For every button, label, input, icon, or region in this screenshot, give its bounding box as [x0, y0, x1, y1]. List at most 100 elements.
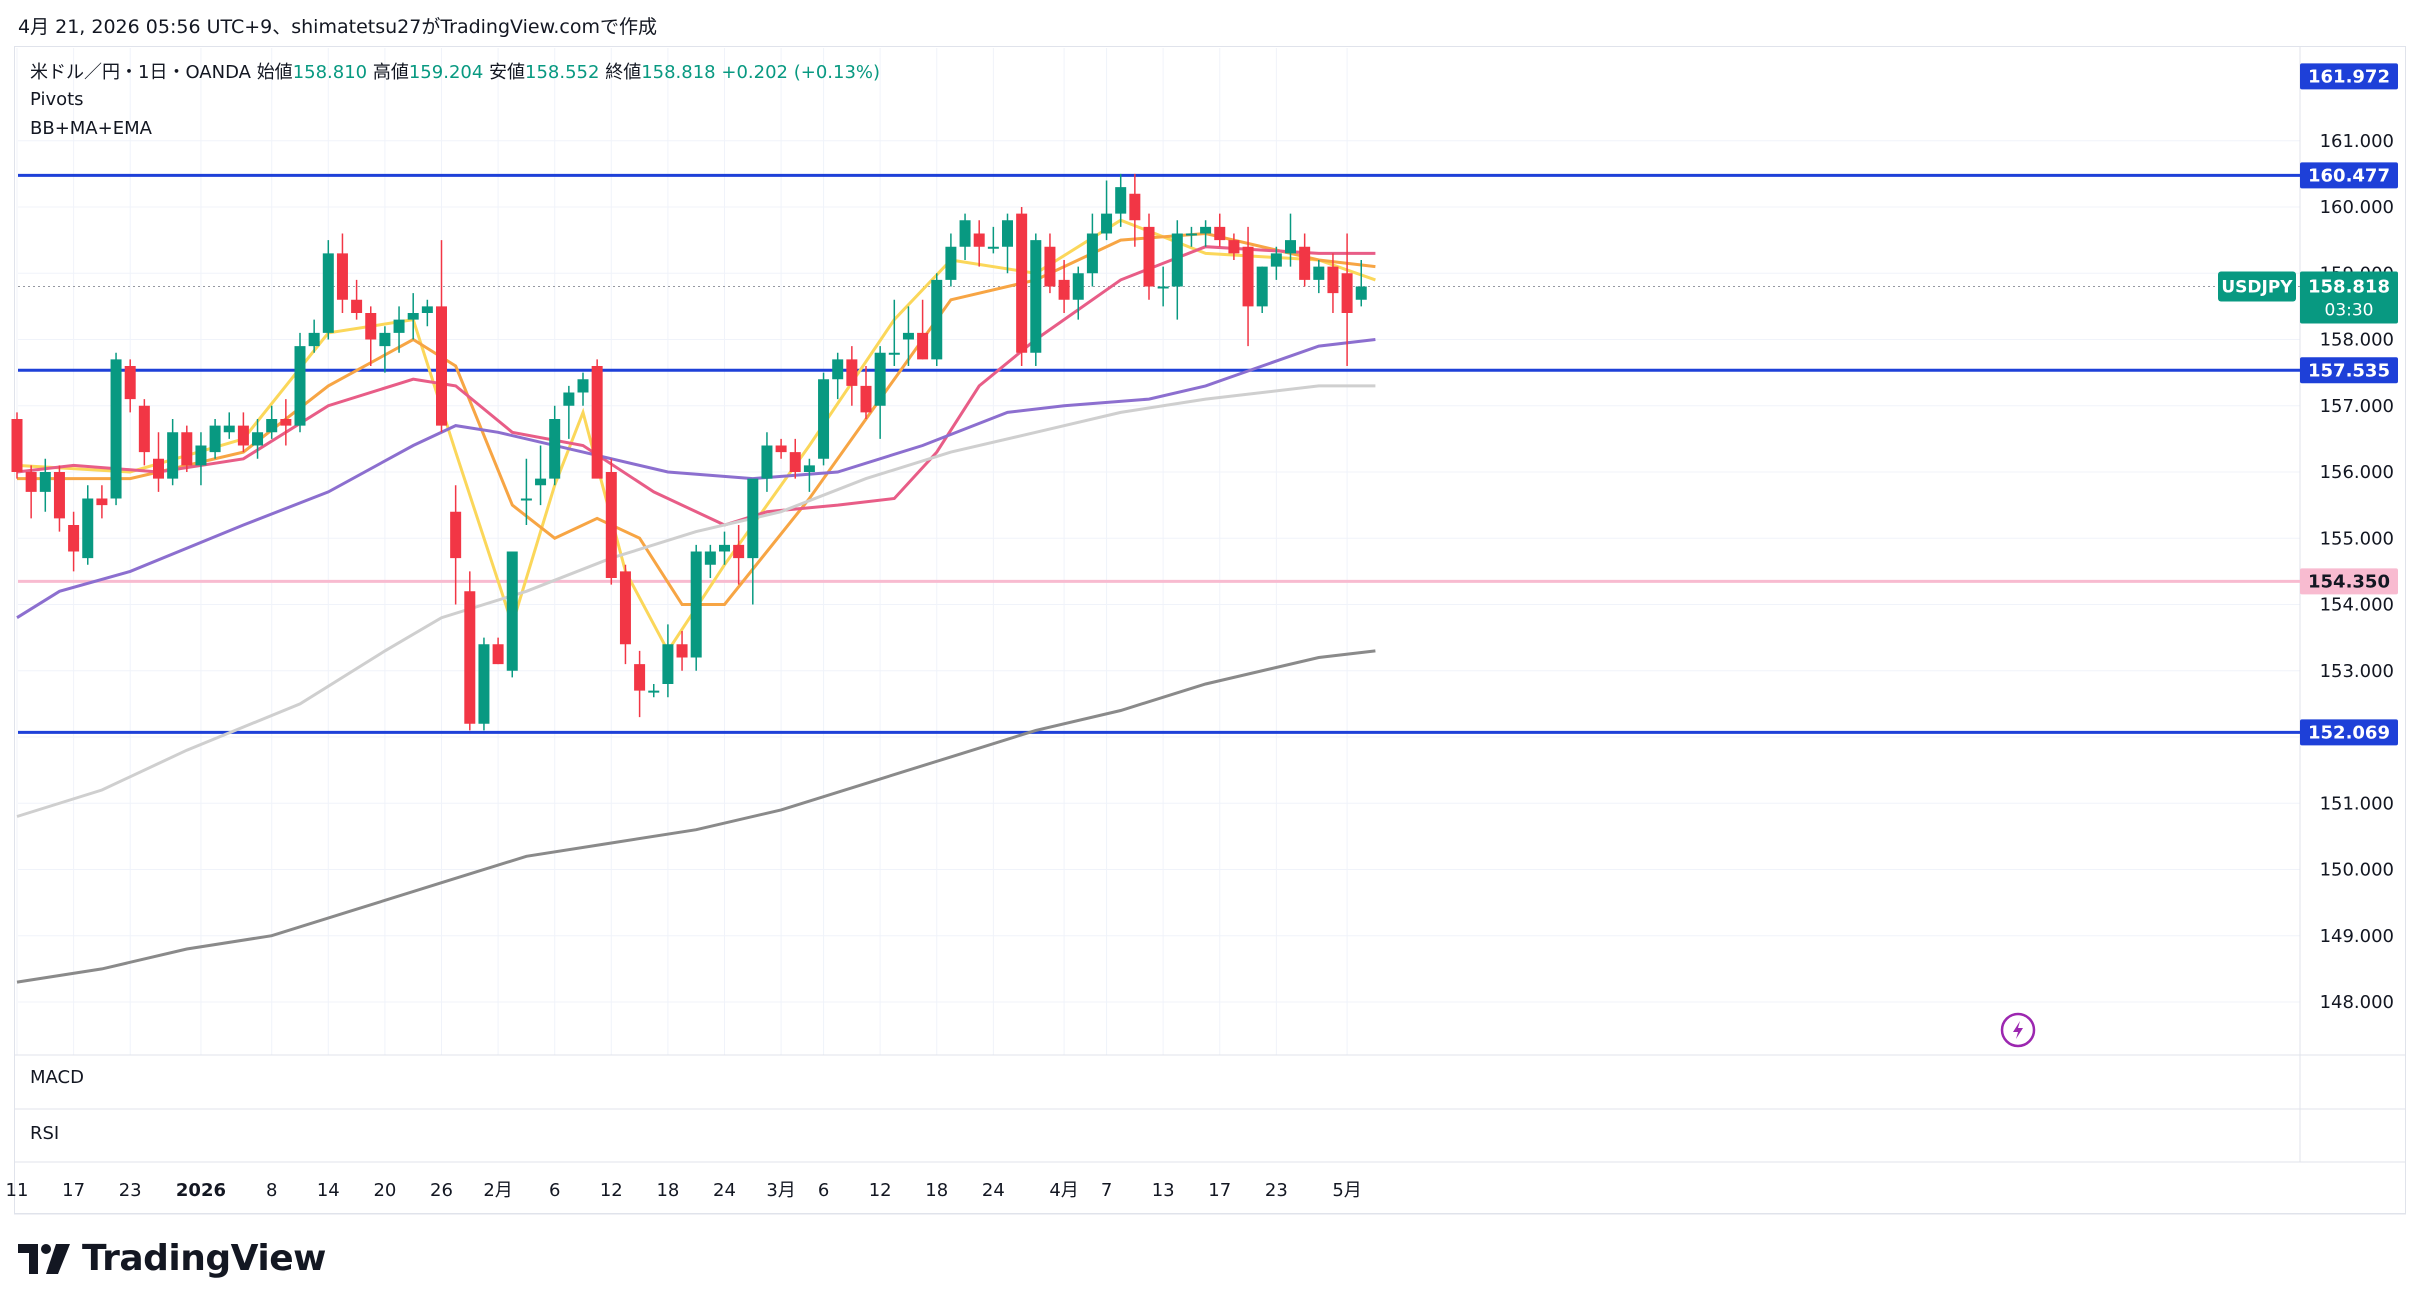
candle[interactable]	[421, 299, 433, 327]
candle[interactable]	[195, 432, 207, 486]
candle[interactable]	[1072, 266, 1084, 320]
candle[interactable]	[39, 458, 51, 512]
candle[interactable]	[945, 233, 957, 287]
candle[interactable]	[719, 531, 730, 565]
candle[interactable]	[959, 213, 971, 260]
candle[interactable]	[280, 399, 292, 446]
candle[interactable]	[1101, 180, 1113, 241]
candle[interactable]	[1256, 266, 1268, 313]
candle[interactable]	[563, 385, 575, 439]
candle[interactable]	[1157, 266, 1169, 307]
candle[interactable]	[803, 458, 815, 492]
candle[interactable]	[520, 458, 532, 525]
candle[interactable]	[336, 233, 348, 314]
candle[interactable]	[209, 419, 221, 459]
candle[interactable]	[322, 240, 334, 340]
candle[interactable]	[789, 438, 801, 479]
candle[interactable]	[82, 485, 94, 565]
candle[interactable]	[252, 419, 264, 459]
candle[interactable]	[25, 465, 37, 519]
candle[interactable]	[704, 544, 716, 578]
candle[interactable]	[634, 650, 646, 718]
candle[interactable]	[308, 319, 320, 353]
candle[interactable]	[1086, 213, 1098, 287]
candle[interactable]	[124, 359, 136, 413]
candle[interactable]	[506, 551, 518, 678]
tradingview-brand[interactable]: TradingView	[18, 1238, 326, 1279]
candle[interactable]	[761, 432, 773, 492]
candle[interactable]	[973, 220, 985, 267]
candle[interactable]	[1285, 213, 1296, 267]
candle[interactable]	[68, 511, 80, 572]
current-price-tag[interactable]: USDJPY 158.818 03:30	[2218, 271, 2398, 324]
candle[interactable]	[1115, 173, 1127, 227]
candle[interactable]	[464, 571, 476, 731]
candle[interactable]	[407, 293, 419, 340]
candle[interactable]	[1016, 207, 1028, 366]
candle[interactable]	[690, 544, 702, 671]
candle[interactable]	[1214, 213, 1226, 247]
candle[interactable]	[747, 478, 759, 605]
candle[interactable]	[1228, 233, 1240, 261]
candle[interactable]	[860, 366, 872, 419]
candle[interactable]	[1200, 220, 1212, 247]
candle[interactable]	[11, 412, 23, 479]
candle[interactable]	[1185, 226, 1197, 247]
candle[interactable]	[775, 438, 787, 459]
candle[interactable]	[676, 631, 688, 671]
candle[interactable]	[237, 412, 249, 453]
candle[interactable]	[351, 279, 363, 320]
candle[interactable]	[365, 306, 377, 366]
candle[interactable]	[478, 637, 490, 731]
candle[interactable]	[96, 485, 108, 519]
candle[interactable]	[167, 419, 179, 486]
candle[interactable]	[535, 445, 547, 506]
candle[interactable]	[619, 564, 631, 665]
candle[interactable]	[492, 637, 504, 665]
indicator-bb-ma-ema[interactable]: BB+MA+EMA	[30, 118, 152, 139]
candle[interactable]	[181, 425, 193, 472]
candle[interactable]	[1341, 233, 1353, 367]
candle[interactable]	[662, 624, 674, 698]
candle[interactable]	[294, 332, 306, 433]
rsi-pane-label[interactable]: RSI	[30, 1123, 60, 1144]
candle[interactable]	[874, 346, 886, 439]
candle[interactable]	[987, 226, 999, 254]
candle[interactable]	[53, 465, 65, 532]
candle[interactable]	[1327, 253, 1339, 313]
candle[interactable]	[379, 326, 391, 373]
candle[interactable]	[902, 306, 914, 366]
candle[interactable]	[733, 525, 745, 585]
candle[interactable]	[1058, 260, 1070, 313]
candle[interactable]	[832, 352, 844, 400]
candle[interactable]	[1143, 213, 1155, 300]
candle[interactable]	[1002, 213, 1013, 274]
candle[interactable]	[1171, 220, 1183, 320]
candle[interactable]	[153, 432, 164, 492]
macd-pane-label[interactable]: MACD	[30, 1067, 84, 1088]
indicator-pivots[interactable]: Pivots	[30, 89, 84, 110]
candle[interactable]	[450, 485, 462, 605]
candle[interactable]	[1242, 226, 1254, 347]
candle[interactable]	[818, 372, 830, 466]
candle[interactable]	[393, 306, 405, 353]
candle[interactable]	[1355, 260, 1367, 307]
candle[interactable]	[1299, 233, 1311, 287]
candle[interactable]	[591, 359, 603, 479]
candle[interactable]	[1129, 173, 1141, 247]
candle[interactable]	[888, 299, 900, 366]
candle[interactable]	[917, 299, 929, 360]
candle[interactable]	[1270, 246, 1282, 280]
candle[interactable]	[846, 346, 858, 406]
candle[interactable]	[549, 405, 561, 486]
candle[interactable]	[138, 399, 150, 466]
lightning-icon[interactable]	[2000, 1012, 2036, 1048]
candle[interactable]	[223, 412, 235, 439]
candle[interactable]	[931, 273, 943, 366]
candle[interactable]	[1044, 233, 1056, 294]
candle[interactable]	[577, 372, 589, 406]
candle[interactable]	[436, 240, 447, 433]
candle[interactable]	[605, 458, 617, 585]
candle[interactable]	[1030, 233, 1042, 367]
